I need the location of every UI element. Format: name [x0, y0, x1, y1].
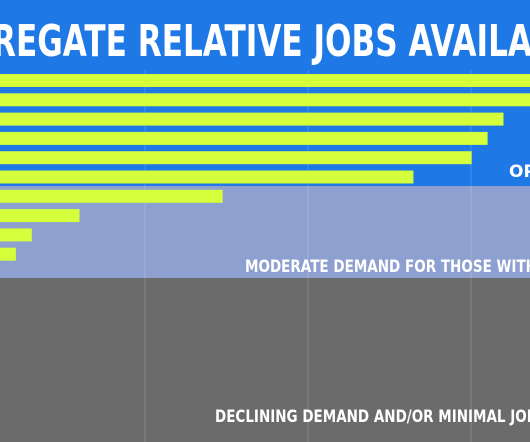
- bar-3: [0, 112, 504, 126]
- bar-4: [0, 131, 488, 145]
- bar-7: [0, 189, 223, 203]
- bar-9: [0, 228, 32, 242]
- band-label-declining-demand: DECLINING DEMAND AND/OR MINIMAL JOB: [215, 407, 530, 427]
- bar-2: [0, 93, 530, 107]
- title-band: [0, 0, 530, 70]
- bar-series: [0, 74, 530, 261]
- bar-1: [0, 74, 530, 87]
- bar-10: [0, 247, 16, 261]
- band-declining-demand: [0, 278, 530, 442]
- chart-title: REGATE RELATIVE JOBS AVAILA: [0, 16, 530, 67]
- bar-6: [0, 170, 414, 184]
- band-label-moderate-demand: MODERATE DEMAND FOR THOSE WITH: [245, 257, 530, 277]
- band-high-demand: [0, 70, 530, 186]
- bar-5: [0, 151, 472, 165]
- bar-8: [0, 209, 80, 223]
- band-label-high-demand: OP: [509, 162, 530, 182]
